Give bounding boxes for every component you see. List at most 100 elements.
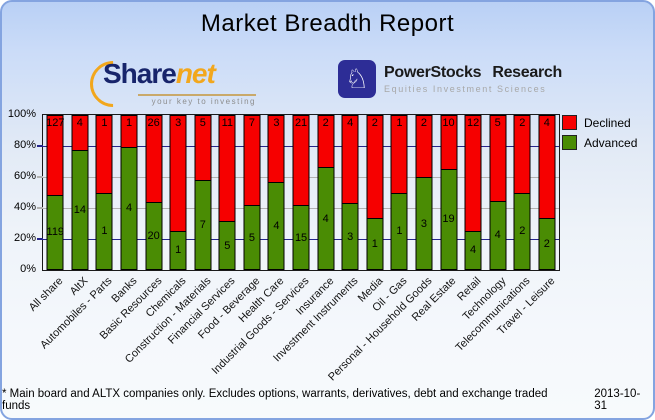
advanced-count-label: 7	[199, 218, 206, 231]
declined-count-label: 7	[248, 117, 255, 129]
bar-slot: 4 14	[68, 115, 93, 270]
declined-count-label: 11	[221, 117, 234, 129]
legend: Declined Advanced	[562, 115, 637, 155]
advanced-segment: 2	[539, 218, 555, 269]
declined-segment: 11	[219, 116, 235, 222]
declined-segment: 4	[72, 116, 88, 150]
plot-area: 127 119 4 14 1 1 1 4 26 20 3 1 5 7 11 5 7 5 3 4 21 15 2 4 4 3 2 1 1 1…	[37, 114, 560, 271]
powerstocks-brand: PowerStocks Research	[384, 64, 562, 81]
advanced-segment: 3	[342, 203, 358, 269]
advanced-count-label: 1	[101, 225, 108, 238]
sharenet-brand-secondary: net	[175, 58, 216, 89]
advanced-segment: 19	[441, 168, 457, 269]
y-axis-label: 20%	[13, 232, 36, 244]
declined-segment: 4	[539, 116, 555, 218]
declined-segment: 3	[268, 116, 284, 182]
declined-segment: 1	[121, 116, 137, 147]
advanced-segment: 1	[170, 230, 186, 269]
legend-swatch-declined	[562, 115, 577, 130]
declined-count-label: 1	[125, 117, 133, 129]
knight-chess-icon: ♘	[338, 60, 376, 98]
y-axis-label: 60%	[13, 170, 36, 182]
legend-swatch-advanced	[562, 135, 577, 150]
declined-segment: 4	[342, 116, 358, 204]
bar-slot: 127 119	[43, 115, 68, 270]
bars-container: 127 119 4 14 1 1 1 4 26 20 3 1 5 7 11 5 7 5 3 4 21 15 2 4 4 3 2 1 1 1…	[43, 115, 559, 270]
legend-label-advanced: Advanced	[584, 135, 638, 150]
advanced-count-label: 4	[322, 212, 329, 225]
declined-count-label: 10	[442, 117, 455, 129]
declined-count-label: 4	[543, 117, 550, 129]
declined-segment: 12	[465, 116, 481, 231]
advanced-count-label: 15	[294, 231, 308, 244]
declined-segment: 2	[416, 116, 432, 178]
advanced-segment: 1	[96, 192, 112, 269]
y-axis-tick	[37, 207, 43, 209]
advanced-segment: 2	[514, 192, 530, 269]
sharenet-tagline: your key to investing	[151, 97, 256, 106]
bar: 11 5	[218, 115, 236, 270]
declined-segment: 10	[441, 116, 457, 169]
declined-count-label: 3	[175, 117, 182, 129]
advanced-count-label: 3	[347, 230, 354, 243]
advanced-segment: 119	[47, 194, 64, 269]
declined-segment: 1	[96, 116, 112, 193]
advanced-count-label: 5	[224, 239, 231, 252]
declined-segment: 5	[195, 116, 211, 180]
declined-count-label: 2	[322, 117, 329, 129]
y-axis-tick	[37, 238, 43, 240]
legend-item-advanced: Advanced	[562, 135, 637, 150]
bar: 26 20	[145, 115, 163, 270]
bar: 4 14	[71, 115, 89, 270]
declined-segment: 2	[514, 116, 530, 193]
legend-item-declined: Declined	[562, 115, 637, 130]
declined-count-label: 5	[199, 117, 206, 129]
declined-segment: 21	[293, 116, 309, 206]
advanced-segment: 4	[121, 146, 137, 269]
advanced-count-label: 2	[519, 225, 526, 238]
declined-segment: 127	[46, 116, 64, 195]
y-axis-label: 80%	[13, 139, 36, 151]
legend-label-declined: Declined	[584, 115, 631, 130]
advanced-count-label: 4	[494, 229, 501, 242]
declined-segment: 26	[146, 116, 162, 203]
bar: 21 15	[292, 115, 310, 270]
declined-count-label: 1	[101, 117, 108, 129]
declined-segment: 3	[170, 116, 186, 231]
bar-slot: 10 19	[436, 115, 461, 270]
bar-slot: 12 4	[461, 115, 486, 270]
advanced-segment: 15	[293, 205, 309, 269]
page-title: Market Breadth Report	[200, 10, 455, 37]
y-axis-tick	[37, 145, 43, 147]
advanced-segment: 4	[465, 230, 481, 269]
advanced-count-label: 19	[442, 213, 455, 226]
advanced-segment: 4	[318, 167, 334, 269]
footer: * Main board and ALTX companies only. Ex…	[2, 388, 653, 412]
advanced-count-label: 20	[147, 230, 160, 243]
advanced-count-label: 1	[396, 225, 403, 238]
sharenet-underline	[138, 94, 256, 96]
advanced-count-label: 4	[273, 219, 280, 232]
bar-slot: 21 15	[289, 115, 314, 270]
advanced-segment: 1	[391, 192, 407, 269]
